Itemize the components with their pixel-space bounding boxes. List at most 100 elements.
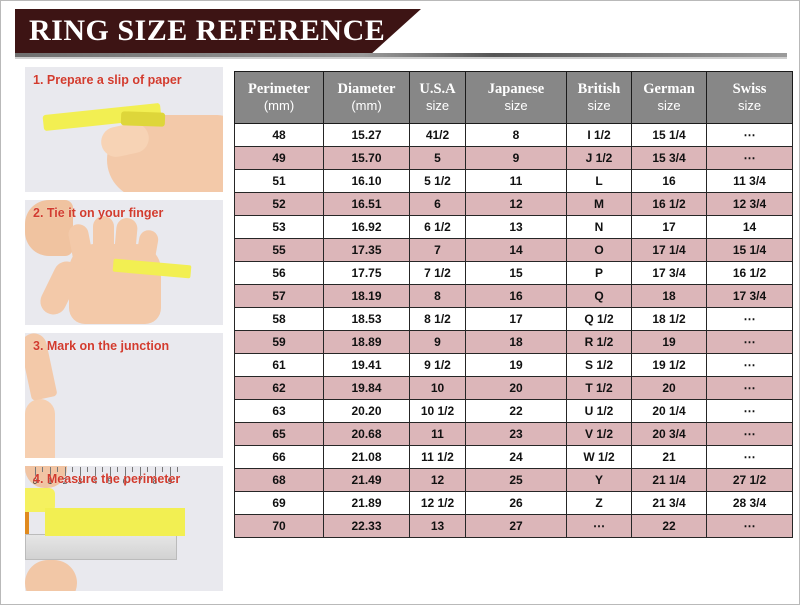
table-cell: 56	[234, 261, 324, 285]
table-cell: 17 3/4	[631, 261, 707, 285]
table-header: Perimeter (mm) Diameter (mm) U.S.A size Japane…	[234, 71, 793, 124]
table-row: 51 16.10 5 1/2 11 L 16 11 3/4	[234, 169, 793, 193]
table-cell: ⋯	[706, 146, 793, 170]
table-cell: 11 3/4	[706, 169, 793, 193]
table-cell: 27	[465, 514, 567, 538]
table-cell: Q 1/2	[566, 307, 632, 331]
table-cell: 58	[234, 307, 324, 331]
table-row: 56 17.75 7 1/2 15 P 17 3/4 16 1/2	[234, 261, 793, 285]
ruler-tick	[170, 467, 171, 476]
table-cell: 16	[631, 169, 707, 193]
column-header-unit: size	[425, 98, 450, 114]
table-cell: 15	[465, 261, 567, 285]
table-cell: 21.08	[323, 445, 410, 469]
table-row: 58 18.53 8 1/2 17 Q 1/2 18 1/2 ⋯	[234, 307, 793, 331]
table-cell: 18	[631, 284, 707, 308]
table-cell: 63	[234, 399, 324, 423]
step-3-photo	[25, 333, 223, 458]
instruction-steps: 1. Prepare a slip of paper 2. Tie it on …	[25, 67, 223, 591]
table-cell: 5	[409, 146, 466, 170]
table-cell: 48	[234, 123, 324, 147]
table-cell: 12	[409, 468, 466, 492]
table-cell: 15.27	[323, 123, 410, 147]
table-cell: L	[566, 169, 632, 193]
table-row: 49 15.70 5 9 J 1/2 15 3/4 ⋯	[234, 146, 793, 170]
column-header-swiss: Swiss size	[706, 71, 793, 124]
ruler-tick-label: 2	[62, 477, 68, 486]
column-header-unit: size	[737, 98, 762, 114]
table-cell: 21.89	[323, 491, 410, 515]
step-1-photo	[25, 67, 223, 192]
table-cell: ⋯	[706, 376, 793, 400]
table-cell: ⋯	[706, 353, 793, 377]
table-cell: 7 1/2	[409, 261, 466, 285]
ruler-tick-label: 3	[77, 477, 83, 486]
table-cell: 5 1/2	[409, 169, 466, 193]
table-cell: Q	[566, 284, 632, 308]
second-hand-shape	[25, 200, 73, 256]
column-header-title: Japanese	[487, 81, 545, 98]
table-cell: R 1/2	[566, 330, 632, 354]
table-cell: 28 3/4	[706, 491, 793, 515]
table-cell: 18.53	[323, 307, 410, 331]
table-cell: 66	[234, 445, 324, 469]
table-row: 53 16.92 6 1/2 13 N 17 14	[234, 215, 793, 239]
table-cell: 65	[234, 422, 324, 446]
table-cell: 21 1/4	[631, 468, 707, 492]
table-cell: 15.70	[323, 146, 410, 170]
column-header-title: British	[577, 81, 621, 98]
ruler-tick	[50, 467, 51, 476]
table-cell: 20.20	[323, 399, 410, 423]
table-cell: 8 1/2	[409, 307, 466, 331]
table-cell: 14	[465, 238, 567, 262]
table-row: 52 16.51 6 12 M 16 1/2 12 3/4	[234, 192, 793, 216]
table-cell: W 1/2	[566, 445, 632, 469]
table-cell: 13	[465, 215, 567, 239]
column-header-unit: size	[504, 98, 528, 114]
column-header-usa: U.S.A size	[409, 71, 466, 124]
table-cell: 24	[465, 445, 567, 469]
table-cell: 14	[706, 215, 793, 239]
table-cell: 17 1/4	[631, 238, 707, 262]
pen-mark	[25, 512, 29, 534]
table-cell: 16 1/2	[706, 261, 793, 285]
table-cell: 20	[631, 376, 707, 400]
table-cell: 21 3/4	[631, 491, 707, 515]
table-cell: 15 1/4	[706, 238, 793, 262]
table-cell: 8	[465, 123, 567, 147]
ruler-tick-minor	[42, 467, 43, 472]
table-cell: 15 3/4	[631, 146, 707, 170]
table-cell: 17	[631, 215, 707, 239]
table-cell: 17	[465, 307, 567, 331]
table-cell: 21	[631, 445, 707, 469]
table-cell: 16 1/2	[631, 192, 707, 216]
title-banner: RING SIZE REFERENCE	[15, 9, 421, 53]
table-cell: 20 1/4	[631, 399, 707, 423]
ruler-tick	[140, 467, 141, 476]
table-cell: 19	[465, 353, 567, 377]
table-row: 63 20.20 10 1/2 22 U 1/2 20 1/4 ⋯	[234, 399, 793, 423]
table-cell: 19.41	[323, 353, 410, 377]
table-cell: 9	[409, 330, 466, 354]
table-cell: 18	[465, 330, 567, 354]
table-cell: 57	[234, 284, 324, 308]
table-cell: ⋯	[706, 422, 793, 446]
table-cell: 59	[234, 330, 324, 354]
table-cell: ⋯	[706, 307, 793, 331]
table-cell: 22	[465, 399, 567, 423]
page-title: RING SIZE REFERENCE	[29, 14, 386, 47]
table-cell: 20	[465, 376, 567, 400]
table-cell: 16.51	[323, 192, 410, 216]
table-cell: M	[566, 192, 632, 216]
table-cell: 6 1/2	[409, 215, 466, 239]
step-2-tie-on-finger: 2. Tie it on your finger	[25, 200, 223, 325]
table-cell: 17 3/4	[706, 284, 793, 308]
ruler-tick-minor	[162, 467, 163, 472]
table-cell: 15 1/4	[631, 123, 707, 147]
table-cell: 20.68	[323, 422, 410, 446]
finger-shape	[93, 216, 114, 270]
column-header-perimeter: Perimeter (mm)	[234, 71, 324, 124]
ring-size-table-wrap: Perimeter (mm) Diameter (mm) U.S.A size Japane…	[234, 71, 793, 538]
